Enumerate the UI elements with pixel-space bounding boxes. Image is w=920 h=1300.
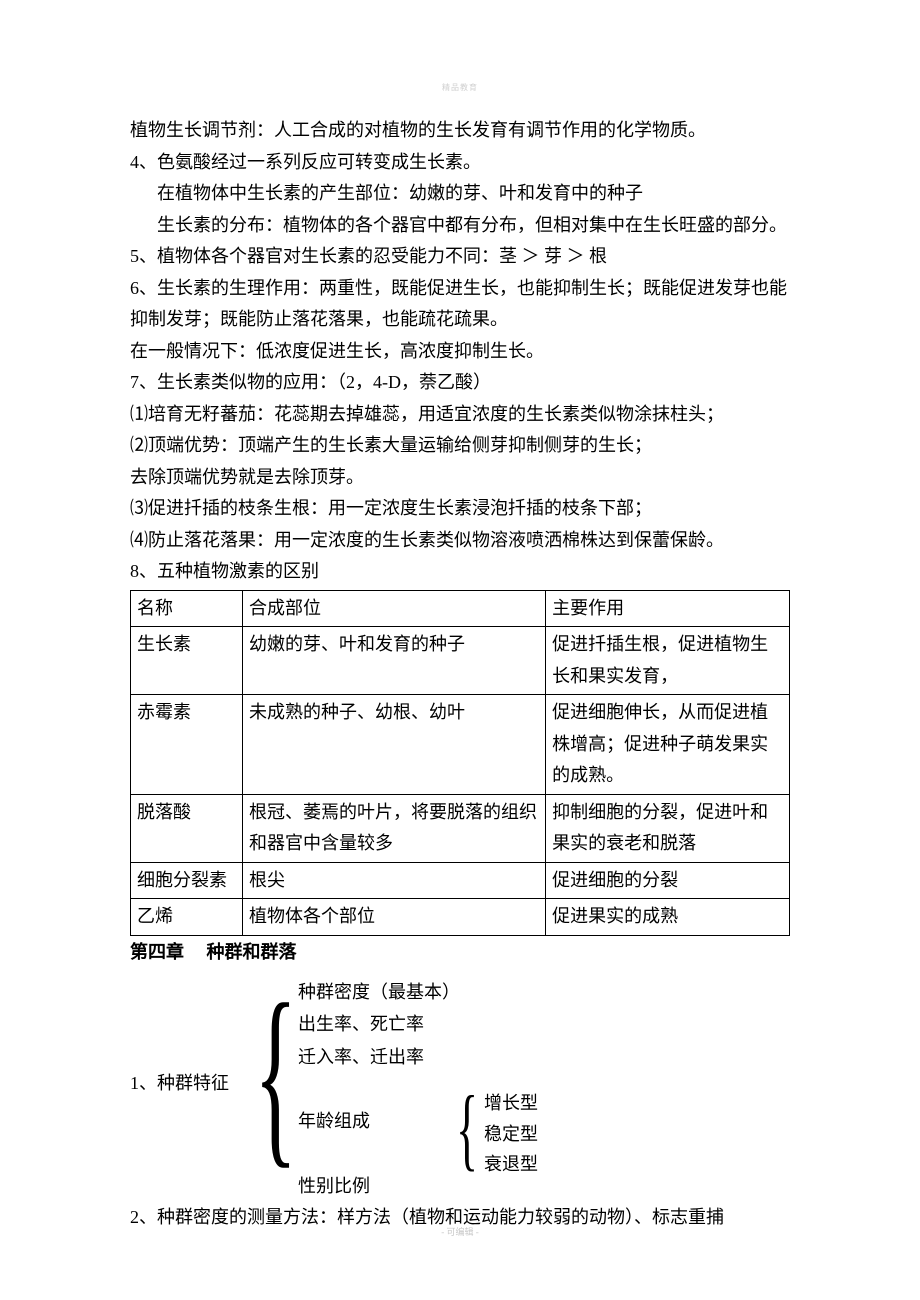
table-row: 脱落酸 根冠、萎焉的叶片，将要脱落的组织和器官中含量较多 抑制细胞的分裂，促进叶… bbox=[131, 794, 790, 862]
tree-root-label: 1、种群特征 bbox=[130, 1068, 229, 1100]
table-cell: 植物体各个部位 bbox=[243, 899, 546, 936]
tree-sub-items: 增长型 稳定型 衰退型 bbox=[484, 1088, 538, 1180]
paragraph: ⑵顶端优势：顶端产生的生长素大量运输给侧芽抑制侧芽的生长； bbox=[130, 430, 790, 462]
tree-sub-item: 稳定型 bbox=[484, 1119, 538, 1150]
paragraph: 7、生长素类似物的应用：（2，4-D，萘乙酸） bbox=[130, 367, 790, 399]
table-cell: 促进果实的成熟 bbox=[546, 899, 790, 936]
chapter-heading: 第四章 种群和群落 bbox=[130, 937, 790, 969]
paragraph: 4、色氨酸经过一系列反应可转变成生长素。 bbox=[130, 147, 790, 179]
table-cell: 主要作用 bbox=[546, 590, 790, 627]
paragraph: ⑴培育无籽蕃茄：花蕊期去掉雄蕊，用适宜浓度的生长素类似物涂抹柱头； bbox=[130, 399, 790, 431]
table-cell: 细胞分裂素 bbox=[131, 862, 243, 899]
paragraph: 去除顶端优势就是去除顶芽。 bbox=[130, 462, 790, 494]
tree-item: 年龄组成 bbox=[298, 1105, 460, 1137]
table-cell: 合成部位 bbox=[243, 590, 546, 627]
table-cell: 乙烯 bbox=[131, 899, 243, 936]
table-cell: 生长素 bbox=[131, 627, 243, 695]
tree-item: 迁入率、迁出率 bbox=[298, 1041, 460, 1073]
table-row: 名称 合成部位 主要作用 bbox=[131, 590, 790, 627]
hormone-table: 名称 合成部位 主要作用 生长素 幼嫩的芽、叶和发育的种子 促进扦插生根，促进植… bbox=[130, 590, 790, 936]
paragraph: 8、五种植物激素的区别 bbox=[130, 556, 790, 588]
tree-sub-item: 增长型 bbox=[484, 1088, 538, 1119]
brace-icon: { bbox=[254, 975, 297, 1175]
watermark-top: 精品教育 bbox=[0, 82, 920, 93]
table-cell: 根尖 bbox=[243, 862, 546, 899]
table-cell: 名称 bbox=[131, 590, 243, 627]
table-cell: 促进细胞伸长，从而促进植株增高；促进种子萌发果实的成熟。 bbox=[546, 695, 790, 795]
paragraph: 植物生长调节剂：人工合成的对植物的生长发育有调节作用的化学物质。 bbox=[130, 115, 790, 147]
table-cell: 促进扦插生根，促进植物生长和果实发育， bbox=[546, 627, 790, 695]
table-cell: 促进细胞的分裂 bbox=[546, 862, 790, 899]
watermark-bottom: - 可编辑 - bbox=[0, 1225, 920, 1238]
tree-items: 种群密度（最基本） 出生率、死亡率 迁入率、迁出率 年龄组成 性别比例 bbox=[298, 976, 460, 1202]
table-cell: 未成熟的种子、幼根、幼叶 bbox=[243, 695, 546, 795]
paragraph: 在一般情况下：低浓度促进生长，高浓度抑制生长。 bbox=[130, 336, 790, 368]
table-row: 乙烯 植物体各个部位 促进果实的成熟 bbox=[131, 899, 790, 936]
table-cell: 脱落酸 bbox=[131, 794, 243, 862]
table-cell: 赤霉素 bbox=[131, 695, 243, 795]
paragraph: 生长素的分布：植物体的各个器官中都有分布，但相对集中在生长旺盛的部分。 bbox=[130, 210, 790, 242]
tree-item: 种群密度（最基本） bbox=[298, 976, 460, 1008]
paragraph: ⑶促进扦插的枝条生根：用一定浓度生长素浸泡扦插的枝条下部； bbox=[130, 493, 790, 525]
document-page: 植物生长调节剂：人工合成的对植物的生长发育有调节作用的化学物质。 4、色氨酸经过… bbox=[0, 0, 920, 1294]
brace-icon: { bbox=[456, 1082, 478, 1174]
table-cell: 抑制细胞的分裂，促进叶和果实的衰老和脱落 bbox=[546, 794, 790, 862]
table-row: 生长素 幼嫩的芽、叶和发育的种子 促进扦插生根，促进植物生长和果实发育， bbox=[131, 627, 790, 695]
tree-sub-item: 衰退型 bbox=[484, 1149, 538, 1180]
paragraph: 6、生长素的生理作用：两重性，既能促进生长，也能抑制生长；既能促进发芽也能抑制发… bbox=[130, 273, 790, 336]
tree-item: 出生率、死亡率 bbox=[298, 1008, 460, 1040]
paragraph: 5、植物体各个器官对生长素的忍受能力不同：茎 ＞ 芽 ＞ 根 bbox=[130, 241, 790, 273]
table-cell: 根冠、萎焉的叶片，将要脱落的组织和器官中含量较多 bbox=[243, 794, 546, 862]
tree-diagram: 1、种群特征 { 种群密度（最基本） 出生率、死亡率 迁入率、迁出率 年龄组成 … bbox=[130, 970, 790, 1200]
table-cell: 幼嫩的芽、叶和发育的种子 bbox=[243, 627, 546, 695]
paragraph: ⑷防止落花落果：用一定浓度的生长素类似物溶液喷洒棉株达到保蕾保龄。 bbox=[130, 525, 790, 557]
table-row: 细胞分裂素 根尖 促进细胞的分裂 bbox=[131, 862, 790, 899]
paragraph: 在植物体中生长素的产生部位：幼嫩的芽、叶和发育中的种子 bbox=[130, 178, 790, 210]
tree-item: 性别比例 bbox=[298, 1170, 460, 1202]
table-row: 赤霉素 未成熟的种子、幼根、幼叶 促进细胞伸长，从而促进植株增高；促进种子萌发果… bbox=[131, 695, 790, 795]
